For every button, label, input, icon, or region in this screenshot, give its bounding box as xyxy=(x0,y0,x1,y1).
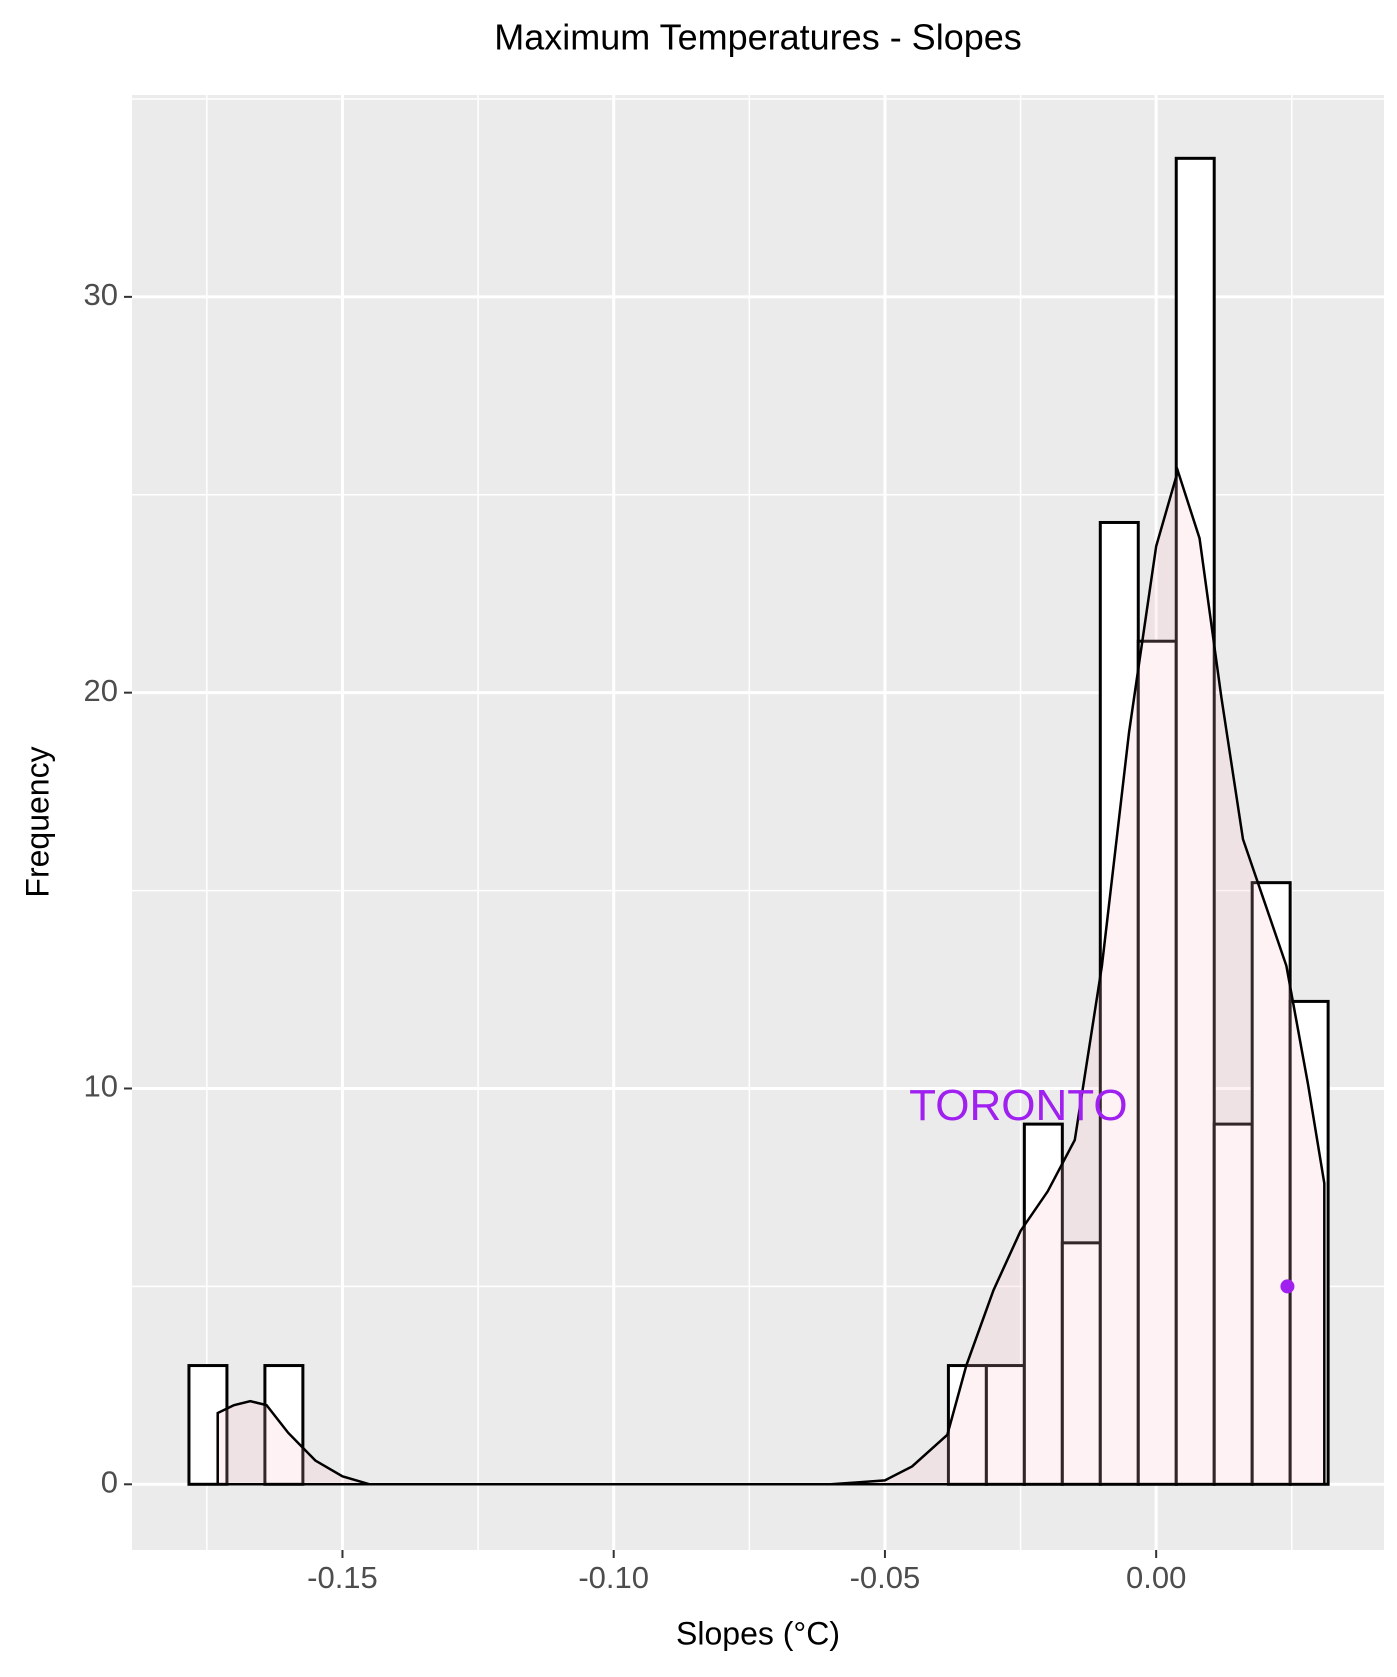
chart-title: Maximum Temperatures - Slopes xyxy=(494,17,1022,58)
bar xyxy=(187,1364,229,1486)
bar xyxy=(1174,156,1216,1486)
bar xyxy=(263,1364,305,1486)
density-area xyxy=(216,466,1326,1486)
x-tick-label: -0.15 xyxy=(307,1560,378,1595)
y-tick-label: 20 xyxy=(84,673,118,708)
y-axis-title: Frequency xyxy=(19,746,55,897)
point xyxy=(1280,1279,1295,1294)
x-axis-title: Slopes (°C) xyxy=(676,1615,840,1651)
x-tick-label: -0.05 xyxy=(850,1560,921,1595)
y-tick-label: 30 xyxy=(84,277,118,312)
y-tick-label: 0 xyxy=(101,1464,118,1499)
annotation: TORONTO xyxy=(909,1081,1127,1130)
bar xyxy=(1212,1122,1254,1486)
y-tick-label: 10 xyxy=(84,1069,118,1104)
x-tick-label: 0.00 xyxy=(1126,1560,1186,1595)
x-tick-label: -0.10 xyxy=(578,1560,649,1595)
bar xyxy=(1022,1122,1064,1486)
